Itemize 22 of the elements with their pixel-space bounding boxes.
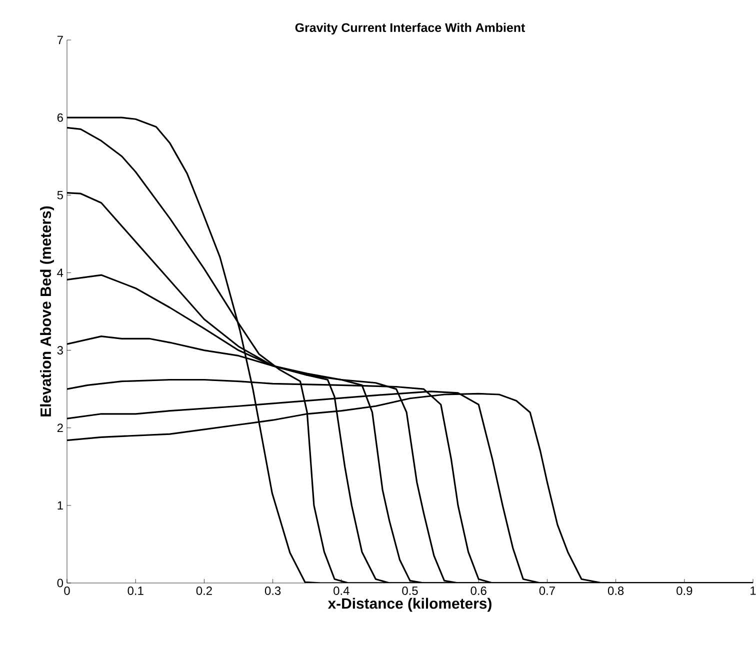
x-tick-label: 0.3 xyxy=(264,586,281,595)
y-tick-label: 3 xyxy=(57,346,63,355)
y-axis-title: Elevation Above Bed (meters) xyxy=(40,206,54,416)
y-tick-label: 7 xyxy=(57,36,63,44)
y-tick-label: 5 xyxy=(57,190,63,200)
x-tick-label: 1 xyxy=(750,586,756,595)
x-tick-label: 0.6 xyxy=(470,586,486,595)
y-tick-label: 4 xyxy=(57,268,64,277)
x-tick-label: 0.4 xyxy=(334,586,350,595)
x-tick-label: 0.5 xyxy=(402,586,418,595)
x-tick-label: 0.8 xyxy=(608,586,624,595)
x-tick-label: 0 xyxy=(64,586,70,595)
y-tick-label: 6 xyxy=(57,113,63,122)
y-tick-label: 0 xyxy=(57,578,64,588)
x-tick-label: 0.7 xyxy=(539,586,555,595)
chart-title: Gravity Current Interface With Ambient xyxy=(295,22,525,34)
x-tick-label: 0.2 xyxy=(196,586,212,595)
x-tick-label: 0.9 xyxy=(676,586,692,595)
y-tick-label: 1 xyxy=(58,501,63,510)
x-axis-title: x-Distance (kilometers) xyxy=(328,598,492,612)
x-tick-label: 0.1 xyxy=(128,586,144,595)
y-tick-label: 2 xyxy=(57,424,63,432)
